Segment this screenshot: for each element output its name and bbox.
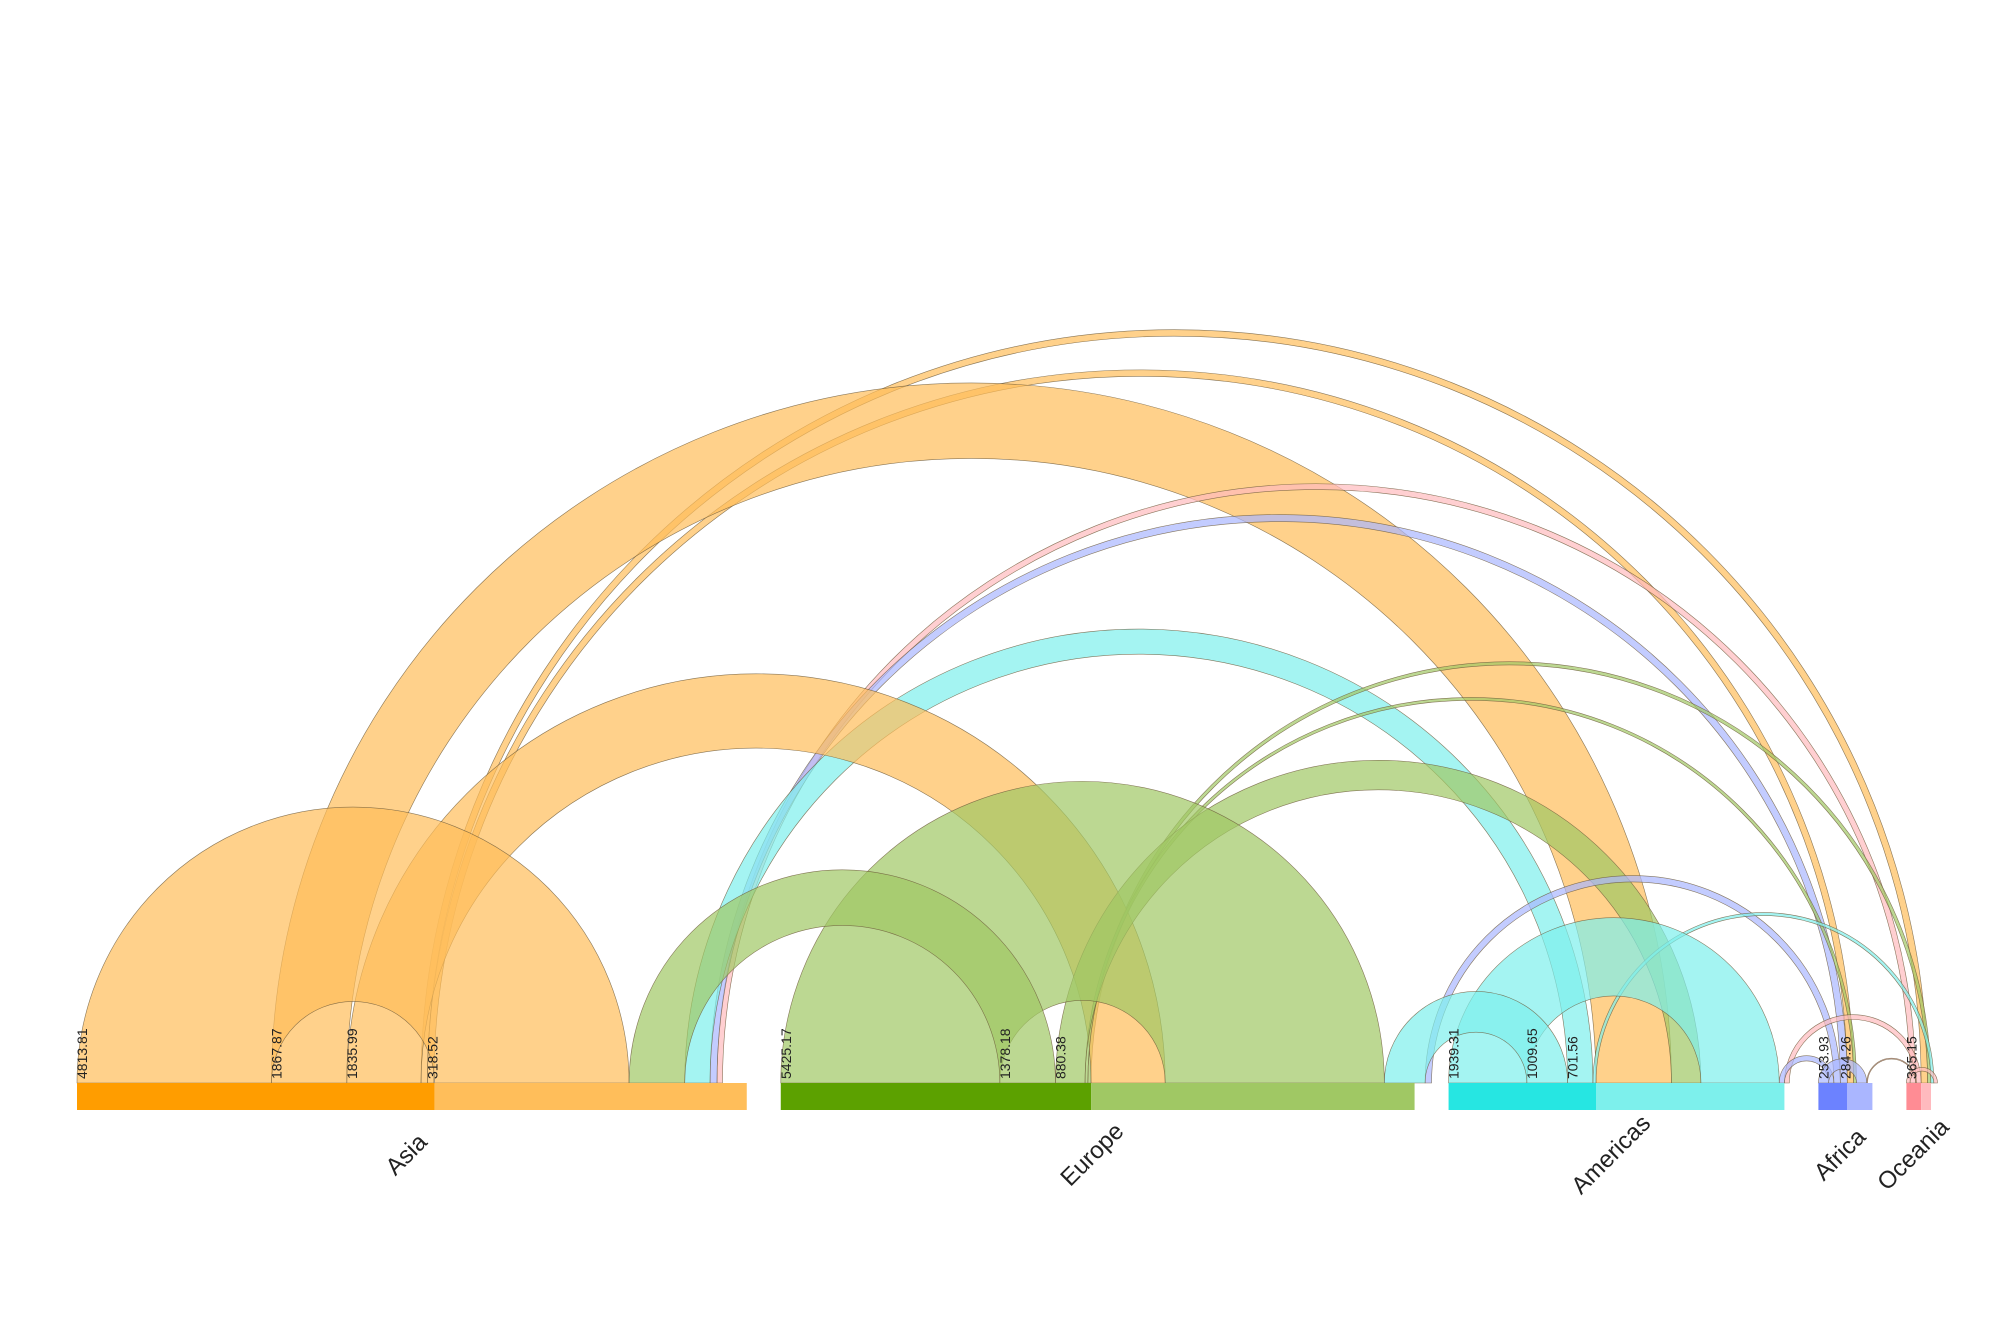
bar-incoming-africa bbox=[1847, 1083, 1873, 1110]
region-label-oceania: Oceania bbox=[1872, 1113, 1955, 1196]
bar-outgoing-oceania bbox=[1906, 1083, 1922, 1110]
flow-value-label-oceania-to-oceania: 365.15 bbox=[1903, 1036, 1919, 1079]
flow-arcs bbox=[76, 330, 1938, 1084]
flow-value-label-americas-to-asia: 701.56 bbox=[1565, 1036, 1581, 1079]
bar-incoming-oceania bbox=[1921, 1083, 1931, 1110]
flow-value-labels: 4813.81 1867.87 1835.99 318.52 5425.17 1378.1… bbox=[74, 1028, 1919, 1079]
region-labels: Asia Europe Americas Africa Oceania bbox=[381, 1110, 1955, 1200]
region-label-americas: Americas bbox=[1566, 1110, 1656, 1200]
flow-value-label-americas-to-americas: 1939.31 bbox=[1446, 1028, 1462, 1079]
region-label-asia: Asia bbox=[381, 1128, 434, 1181]
bar-incoming-americas bbox=[1595, 1083, 1785, 1110]
bar-outgoing-asia bbox=[77, 1083, 435, 1110]
flow-value-label-asia-to-africa: 318.52 bbox=[424, 1036, 440, 1079]
flow-value-label-europe-to-europe: 5425.17 bbox=[778, 1028, 794, 1079]
bar-incoming-europe bbox=[1091, 1083, 1415, 1110]
region-label-europe: Europe bbox=[1055, 1118, 1129, 1192]
region-bars bbox=[77, 1083, 1931, 1110]
flow-arc-oceania-to-oceania bbox=[1906, 1067, 1938, 1084]
bar-incoming-asia bbox=[434, 1083, 747, 1110]
flow-value-label-europe-to-asia: 1378.18 bbox=[997, 1028, 1013, 1079]
flow-value-label-americas-to-europe: 1009.65 bbox=[1524, 1028, 1540, 1079]
flow-value-label-africa-to-asia: 284.26 bbox=[1837, 1036, 1853, 1079]
flow-arc-asia-to-europe bbox=[347, 674, 1165, 1083]
flow-value-label-europe-to-americas: 880.38 bbox=[1053, 1036, 1069, 1079]
bar-outgoing-africa bbox=[1818, 1083, 1848, 1110]
flow-value-label-asia-to-americas: 1867.87 bbox=[268, 1028, 284, 1079]
bar-outgoing-americas bbox=[1448, 1083, 1596, 1110]
flow-value-label-asia-to-asia: 4813.81 bbox=[74, 1028, 90, 1079]
bar-outgoing-europe bbox=[780, 1083, 1092, 1110]
flow-value-label-asia-to-europe: 1835.99 bbox=[344, 1028, 360, 1079]
region-label-africa: Africa bbox=[1809, 1123, 1872, 1186]
flow-value-label-africa-to-africa: 253.93 bbox=[1815, 1036, 1831, 1079]
